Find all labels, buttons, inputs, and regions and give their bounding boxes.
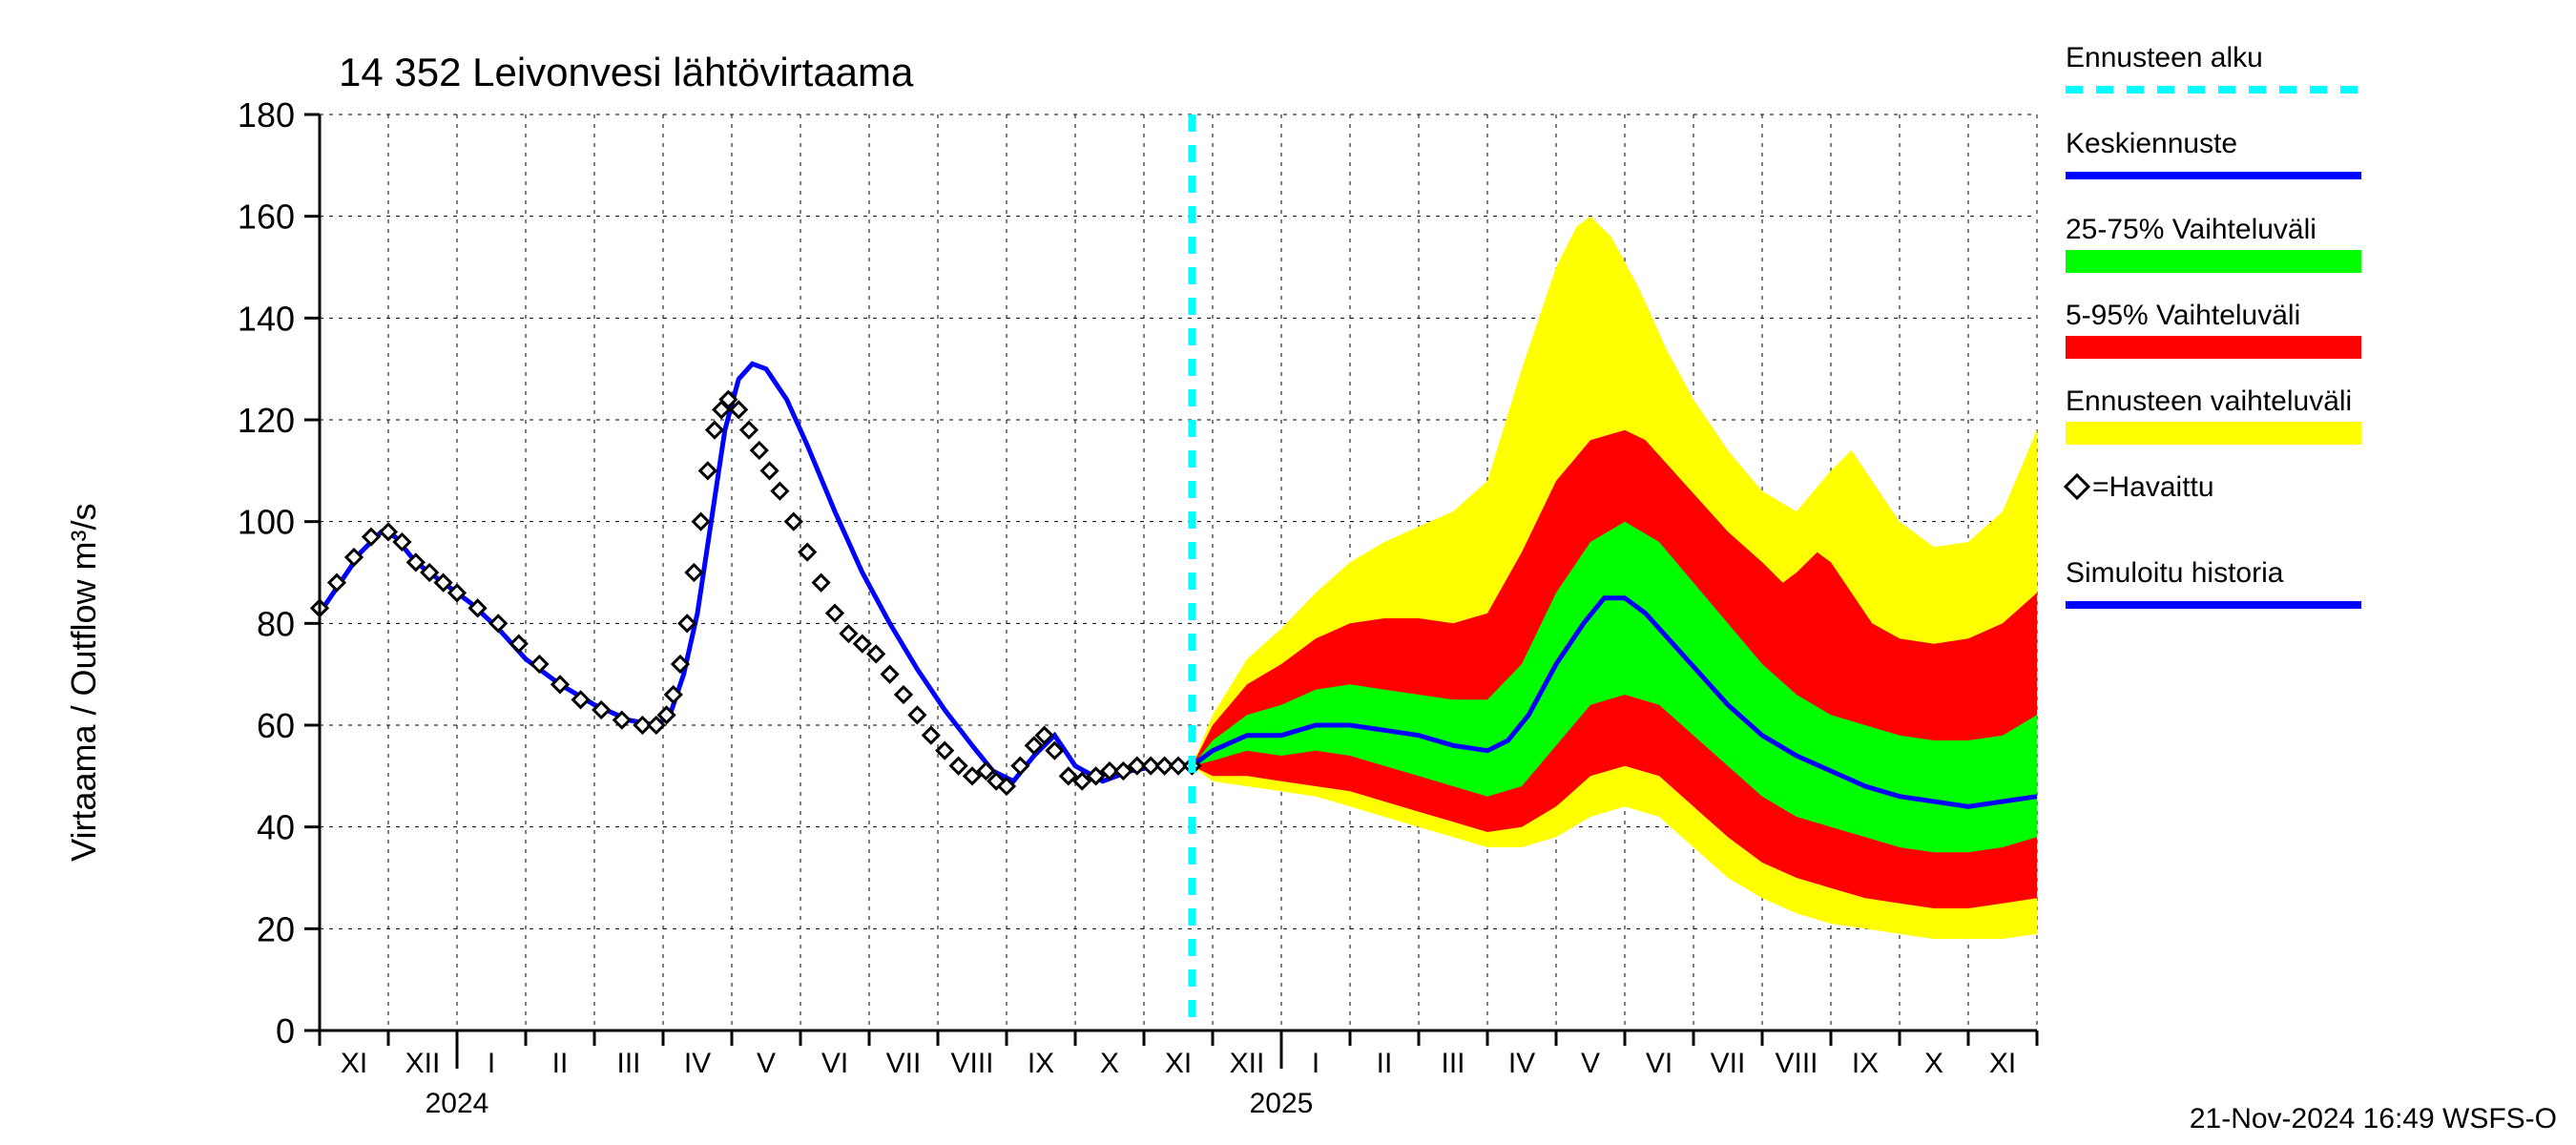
y-tick-label: 80 (257, 604, 295, 643)
y-axis-label: Virtaama / Outflow m³/s (64, 503, 103, 861)
legend-label: 5-95% Vaihteluväli (2066, 300, 2300, 331)
x-month-label: VIII (950, 1048, 993, 1079)
x-month-label: V (757, 1048, 776, 1079)
x-month-label: X (1924, 1048, 1943, 1079)
x-month-label: III (1441, 1048, 1465, 1079)
chart-footer: 21-Nov-2024 16:49 WSFS-O (2190, 1103, 2557, 1135)
x-month-label: VII (1711, 1048, 1746, 1079)
x-month-label: VI (1646, 1048, 1672, 1079)
forecast-chart: 020406080100120140160180XIXIIIIIIIIIVVVI… (0, 0, 2576, 1145)
x-month-label: I (488, 1048, 495, 1079)
x-month-label: II (1377, 1048, 1393, 1079)
y-tick-label: 180 (238, 95, 295, 135)
x-month-label: XI (1989, 1048, 2016, 1079)
legend-label: Keskiennuste (2066, 128, 2237, 159)
y-tick-label: 140 (238, 299, 295, 338)
chart-title: 14 352 Leivonvesi lähtövirtaama (339, 50, 914, 94)
y-tick-label: 60 (257, 706, 295, 745)
x-month-label: XII (1230, 1048, 1265, 1079)
y-tick-label: 120 (238, 401, 295, 440)
x-month-label: V (1581, 1048, 1600, 1079)
legend-label: Ennusteen vaihteluväli (2066, 385, 2352, 417)
y-tick-label: 100 (238, 503, 295, 542)
x-month-label: III (616, 1048, 640, 1079)
legend-label: Ennusteen alku (2066, 42, 2263, 73)
x-month-label: XII (405, 1048, 441, 1079)
y-tick-label: 160 (238, 198, 295, 237)
x-month-label: IV (1508, 1048, 1535, 1079)
x-month-label: IX (1028, 1048, 1054, 1079)
y-tick-label: 0 (276, 1011, 295, 1051)
x-month-label: I (1312, 1048, 1319, 1079)
x-year-label: 2025 (1250, 1088, 1314, 1119)
x-month-label: II (552, 1048, 569, 1079)
chart-container: { "chart": { "type": "line-band-forecast… (0, 0, 2576, 1145)
x-month-label: VI (821, 1048, 848, 1079)
legend-label: Simuloitu historia (2066, 557, 2284, 589)
x-month-label: X (1100, 1048, 1119, 1079)
legend-label: =Havaittu (2092, 471, 2214, 503)
legend-swatch (2066, 250, 2361, 273)
legend-label: 25-75% Vaihteluväli (2066, 214, 2316, 245)
y-tick-label: 40 (257, 808, 295, 847)
x-month-label: VIII (1775, 1048, 1818, 1079)
legend-swatch (2066, 422, 2361, 445)
x-month-label: XI (341, 1048, 367, 1079)
y-tick-label: 20 (257, 909, 295, 948)
x-month-label: VII (886, 1048, 922, 1079)
legend-swatch (2066, 336, 2361, 359)
x-year-label: 2024 (426, 1088, 489, 1119)
x-month-label: IV (684, 1048, 711, 1079)
x-month-label: IX (1852, 1048, 1879, 1079)
x-month-label: XI (1165, 1048, 1192, 1079)
